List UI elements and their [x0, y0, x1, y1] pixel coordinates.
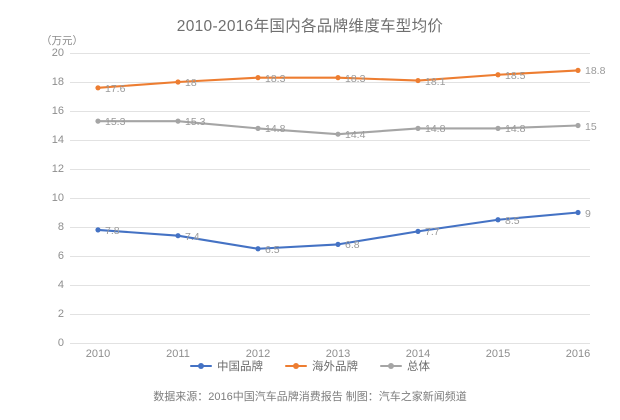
chart-legend: 中国品牌 海外品牌 总体	[0, 358, 620, 374]
y-axis-tick-label: 6	[57, 250, 64, 262]
y-axis-tick-label: 0	[57, 337, 64, 349]
x-axis-tick-label: 2013	[325, 348, 351, 360]
data-point-label: 9	[585, 207, 591, 220]
data-point-label: 7.4	[185, 230, 200, 243]
data-point-label: 6.5	[265, 243, 280, 256]
y-axis-unit-label: （万元）	[41, 35, 83, 47]
chart-title: 2010-2016年国内各品牌维度车型均价	[176, 18, 444, 35]
gridline	[70, 314, 590, 315]
y-axis-tick-label: 12	[51, 163, 64, 175]
x-axis-tick-label: 2012	[245, 348, 271, 360]
y-axis-tick-label: 16	[51, 105, 64, 117]
data-point-label: 18.5	[505, 69, 526, 82]
y-axis-tick-label: 2	[57, 308, 64, 320]
legend-swatch-icon	[285, 361, 307, 371]
data-point-label: 18	[185, 77, 197, 89]
gridline	[70, 256, 590, 257]
data-point-label: 7.8	[105, 224, 120, 237]
data-point-label: 18.3	[265, 72, 286, 85]
y-axis-tick-label: 10	[51, 192, 64, 204]
data-point-label: 18.8	[585, 65, 606, 78]
data-point-label: 14.8	[265, 123, 286, 136]
legend-label: 总体	[407, 361, 430, 373]
legend-item[interactable]: 海外品牌	[285, 358, 358, 374]
data-point-label: 15.3	[105, 116, 126, 129]
gridline	[70, 198, 590, 199]
data-point-label: 18.3	[345, 72, 366, 85]
data-point-label: 18.1	[425, 75, 446, 88]
gridline	[70, 140, 590, 141]
gridline	[70, 111, 590, 112]
data-point-label: 14.4	[345, 129, 366, 142]
data-point-label: 17.6	[105, 82, 126, 95]
data-point-label: 15	[585, 120, 597, 133]
data-point-label: 14.8	[425, 123, 446, 136]
data-point-label: 14.8	[505, 123, 526, 136]
gridline	[70, 227, 590, 228]
plot-area	[70, 53, 590, 344]
y-axis-tick-label: 8	[57, 221, 64, 233]
y-axis-tick-label: 18	[51, 76, 64, 88]
footer-source-note: 数据来源：2016中国汽车品牌消费报告 制图：汽车之家新闻频道	[153, 391, 467, 403]
y-axis-tick-label: 20	[51, 47, 64, 59]
gridline	[70, 169, 590, 170]
y-axis-tick-label: 14	[51, 134, 64, 146]
legend-label: 中国品牌	[217, 361, 263, 373]
gridline	[70, 343, 590, 344]
legend-item[interactable]: 中国品牌	[190, 358, 263, 374]
legend-swatch-icon	[380, 361, 402, 371]
data-point-label: 8.5	[505, 214, 520, 227]
x-axis-tick-label: 2011	[166, 348, 190, 360]
data-point-label: 6.8	[345, 239, 360, 252]
legend-label: 海外品牌	[312, 361, 358, 373]
gridline	[70, 285, 590, 286]
x-axis-tick-label: 2014	[405, 348, 431, 360]
gridline	[70, 53, 590, 54]
data-point-label: 15.3	[185, 116, 206, 129]
x-axis-tick-label: 2010	[85, 348, 111, 360]
data-point-label: 7.7	[425, 226, 440, 239]
x-axis-tick-label: 2015	[485, 348, 511, 360]
gridline	[70, 82, 590, 83]
y-axis-tick-label: 4	[57, 279, 64, 291]
legend-swatch-icon	[190, 361, 212, 371]
x-axis-tick-label: 2016	[565, 348, 591, 360]
legend-item[interactable]: 总体	[380, 358, 430, 374]
